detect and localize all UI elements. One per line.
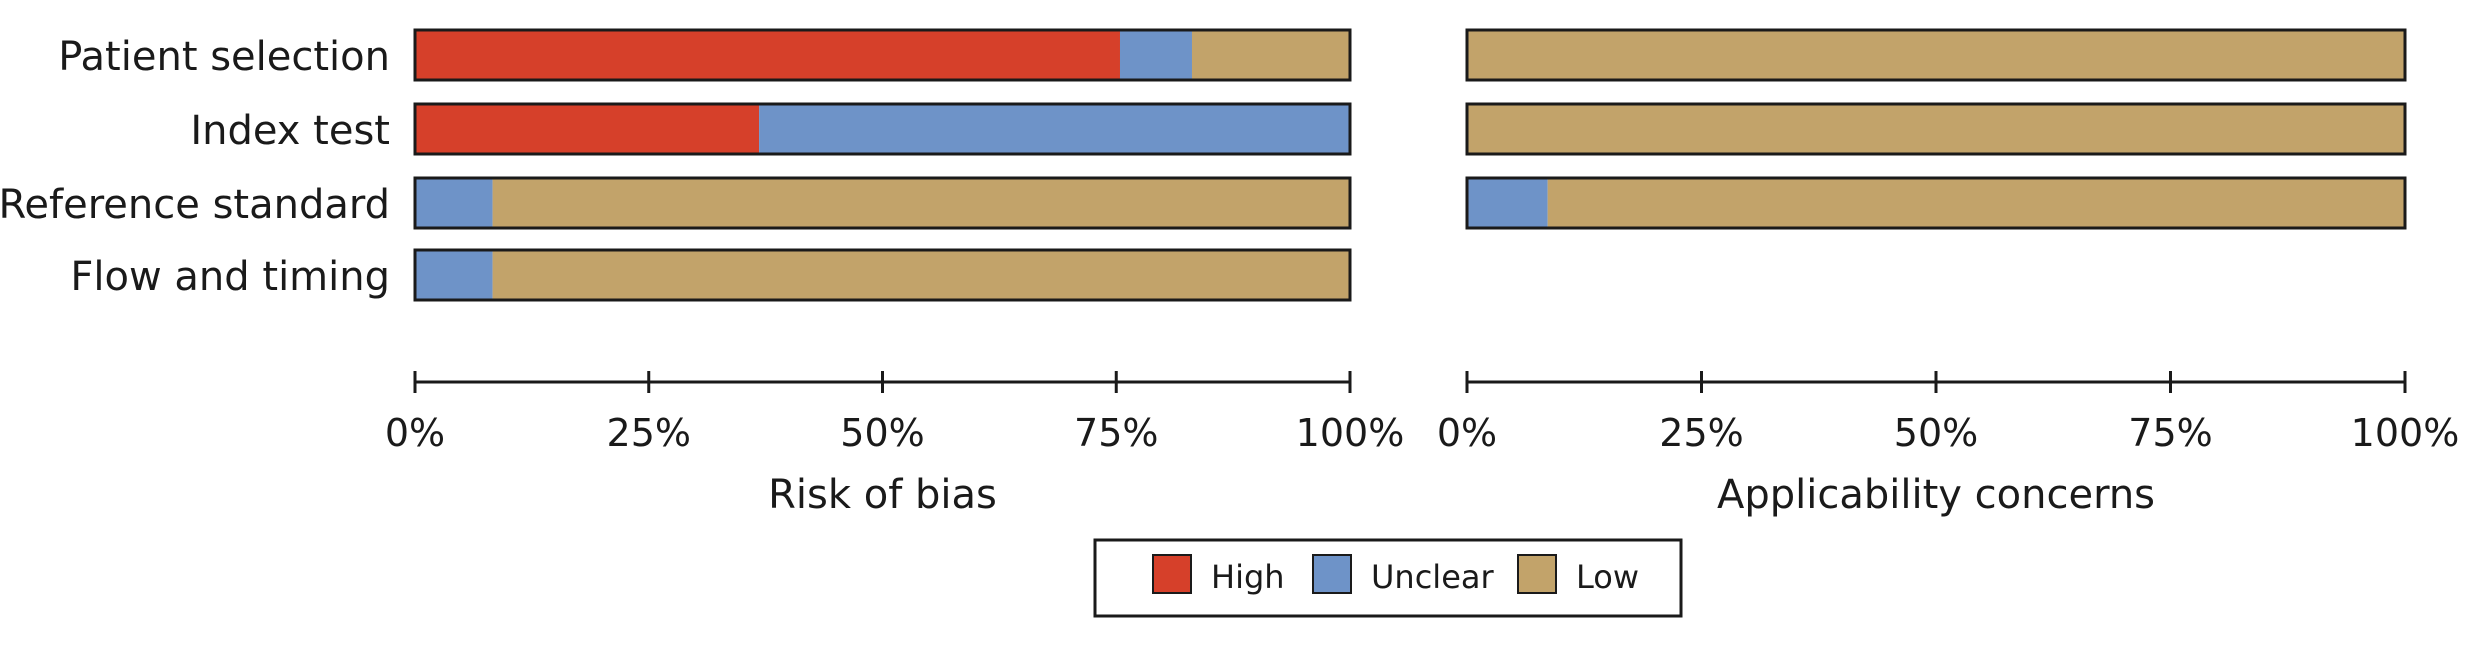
category-label: Index test: [190, 108, 390, 154]
bar-segment-low: [492, 250, 1351, 300]
tick-label: 25%: [1659, 411, 1743, 455]
bar-outline: [413, 176, 1352, 230]
tick-label: 25%: [607, 411, 691, 455]
tick-label: 100%: [2351, 411, 2460, 455]
legend-label-high: High: [1211, 558, 1285, 596]
tick-label: 75%: [1074, 411, 1158, 455]
tick-label: 50%: [1894, 411, 1978, 455]
legend-label-low: Low: [1576, 558, 1639, 596]
x-axis-label: Applicability concerns: [1717, 472, 2155, 518]
tick-label: 0%: [385, 411, 445, 455]
bar-outline: [413, 28, 1352, 82]
category-label: Patient selection: [58, 34, 390, 80]
legend-box: [1093, 538, 1683, 618]
bar-outline: [1465, 102, 2407, 156]
bar-segment-high: [415, 104, 760, 154]
x-axis-label: Risk of bias: [768, 472, 997, 518]
legend-swatch-high: [1152, 554, 1192, 594]
tick-label: 0%: [1437, 411, 1497, 455]
bar-outline: [1465, 28, 2407, 82]
tick-label: 50%: [840, 411, 924, 455]
tick-label: 100%: [1296, 411, 1405, 455]
legend-swatch-low: [1517, 554, 1557, 594]
bar-segment-low: [1467, 30, 2405, 80]
applicability-concerns-panel: 0% 25% 50% 75% 100% Applicability concerns: [1437, 28, 2460, 518]
bar-segment-low: [1467, 104, 2405, 154]
legend: High Unclear Low: [1093, 538, 1683, 618]
bar-segment-low: [492, 178, 1351, 228]
bar-outline: [1465, 176, 2407, 230]
bar-segment-low: [1191, 30, 1350, 80]
bar-segment-unclear: [759, 104, 1350, 154]
bar-segment-unclear: [415, 250, 493, 300]
risk-of-bias-panel: Patient selection Index test Reference sta…: [0, 28, 1405, 518]
bar-outline: [413, 248, 1352, 302]
bar-segment-unclear: [1467, 178, 1548, 228]
category-label: Reference standard: [0, 182, 390, 228]
bar-segment-unclear: [1119, 30, 1192, 80]
bar-outline: [413, 102, 1352, 156]
tick-label: 75%: [2128, 411, 2212, 455]
bar-segment-high: [415, 30, 1120, 80]
bar-segment-low: [1547, 178, 2405, 228]
legend-swatch-unclear: [1312, 554, 1352, 594]
bar-segment-unclear: [415, 178, 493, 228]
legend-label-unclear: Unclear: [1371, 558, 1494, 596]
category-label: Flow and timing: [70, 254, 390, 300]
